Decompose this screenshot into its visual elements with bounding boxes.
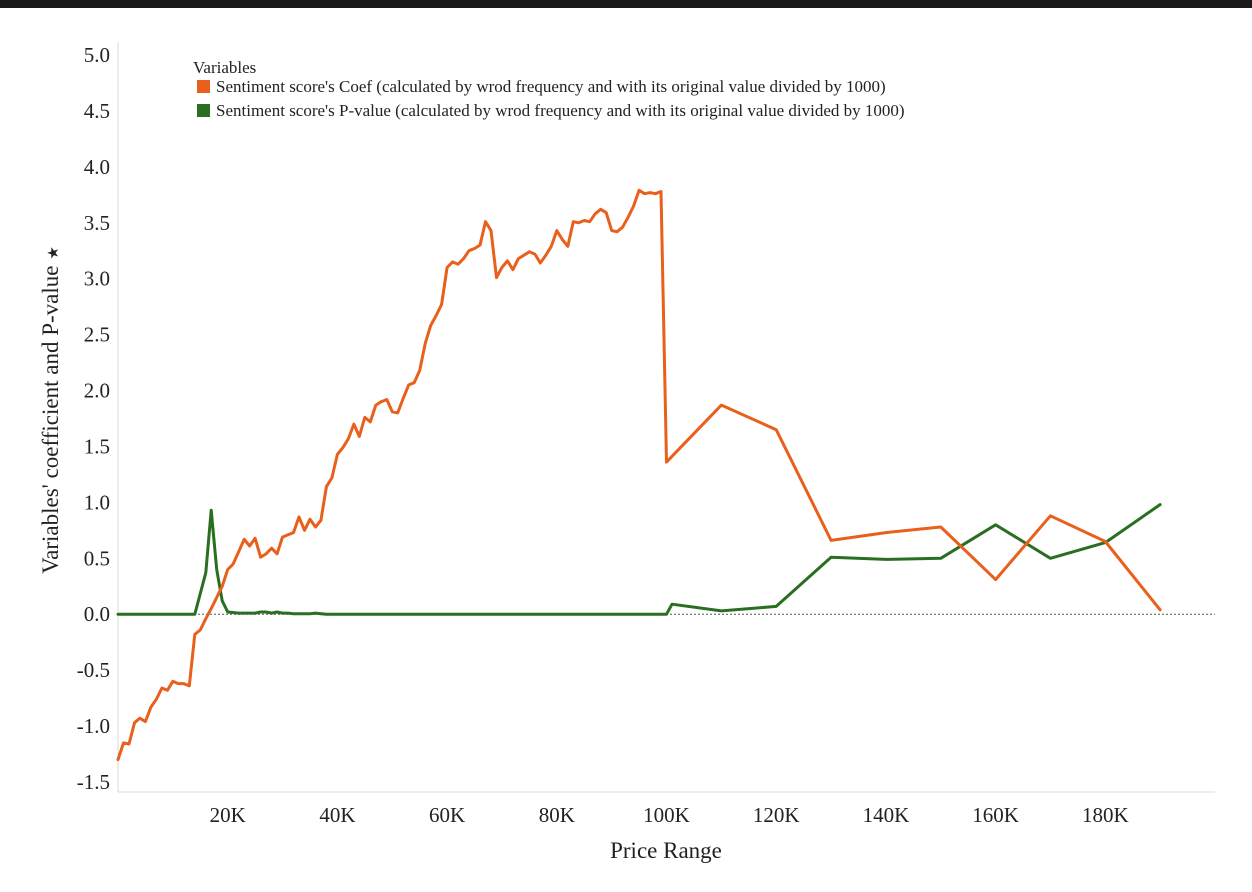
x-tick-label: 40K [319, 803, 355, 827]
series-layer [116, 188, 1162, 762]
y-tick-label: 3.5 [84, 211, 110, 235]
x-tick-label: 80K [539, 803, 575, 827]
legend-title: Variables [193, 58, 256, 77]
x-tick-label: 140K [863, 803, 910, 827]
x-axis-title: Price Range [610, 838, 722, 863]
x-tick-label: 60K [429, 803, 465, 827]
x-tick-label: 160K [972, 803, 1019, 827]
legend-label-coef: Sentiment score's Coef (calculated by wr… [216, 77, 886, 96]
x-tick-label: 180K [1082, 803, 1129, 827]
y-tick-label: 2.5 [84, 323, 110, 347]
legend: Variables Sentiment score's Coef (calcul… [193, 58, 905, 120]
y-axis-title: Variables' coefficient and P-value ★ [38, 246, 63, 574]
series-line-pvalue [116, 503, 1162, 616]
y-tick-label: 0.0 [84, 602, 110, 626]
y-axis-title-marker: ★ [46, 246, 62, 259]
y-tick-label: -1.0 [77, 714, 110, 738]
y-tick-label: 3.0 [84, 267, 110, 291]
x-tick-label: 20K [210, 803, 246, 827]
x-tick-label: 100K [643, 803, 690, 827]
y-tick-label: 2.0 [84, 379, 110, 403]
series-line-coef [116, 188, 1162, 762]
top-border-bar [0, 0, 1252, 8]
y-axis-ticks: -1.5 -1.0 -0.5 0.0 0.5 1.0 1.5 2.0 2.5 3.0 3.5 4.0 4… [77, 43, 110, 794]
y-tick-label: 5.0 [84, 43, 110, 67]
x-tick-label: 120K [753, 803, 800, 827]
y-tick-label: 4.0 [84, 155, 110, 179]
y-tick-label: 4.5 [84, 99, 110, 123]
legend-swatch-coef [197, 80, 210, 93]
legend-swatch-pvalue [197, 104, 210, 117]
y-axis-title-text: Variables' coefficient and P-value [38, 266, 63, 574]
y-tick-label: 0.5 [84, 546, 110, 570]
y-tick-label: -0.5 [77, 658, 110, 682]
y-tick-label: 1.5 [84, 434, 110, 458]
x-axis-ticks: 20K 40K 60K 80K 100K 120K 140K 160K 180K [210, 803, 1129, 827]
y-tick-label: 1.0 [84, 490, 110, 514]
legend-label-pvalue: Sentiment score's P-value (calculated by… [216, 101, 905, 120]
y-tick-label: -1.5 [77, 770, 110, 794]
